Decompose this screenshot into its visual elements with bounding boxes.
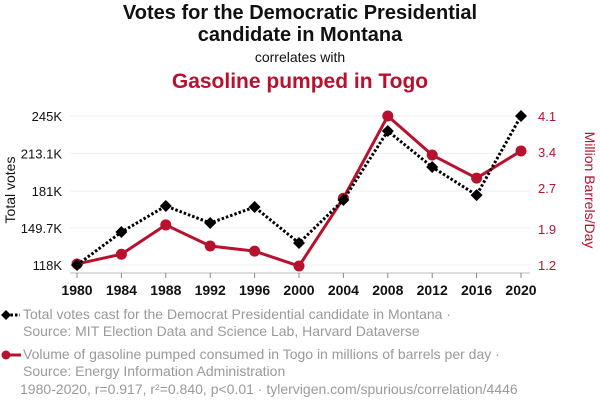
x-tick-label: 2008 (372, 282, 403, 298)
y-right-tick-label: 3.4 (538, 145, 556, 160)
x-tick-label: 2004 (328, 282, 359, 298)
legend-votes-diamond-icon (1, 310, 11, 320)
data-point-gasoline (382, 110, 394, 122)
y-left-tick-label: 213.1K (21, 146, 63, 161)
data-point-gasoline (293, 260, 305, 272)
data-point-votes (204, 216, 217, 229)
x-tick-label: 2000 (283, 282, 314, 298)
data-point-votes (515, 110, 527, 122)
x-tick-label: 1992 (195, 282, 226, 298)
chart-title-2: Gasoline pumped in Togo (171, 70, 429, 93)
data-point-votes (115, 226, 128, 239)
data-point-votes (71, 259, 83, 271)
data-point-gasoline (204, 240, 216, 252)
x-tick-label: 1988 (150, 282, 181, 298)
x-tick-label: 1980 (61, 282, 92, 298)
data-point-gasoline (471, 172, 483, 184)
legend-votes-source: Source: MIT Election Data and Science La… (23, 323, 420, 339)
legend-gasoline-label: Volume of gasoline pumped consumed in To… (23, 346, 500, 362)
y-left-tick-label: 181K (32, 184, 63, 199)
y-left-tick-label: 149.7K (21, 221, 63, 236)
y-left-axis-label: Total votes (2, 157, 18, 224)
y-right-axis-label: Million Barrels/Day (582, 132, 598, 249)
data-point-gasoline (515, 145, 527, 157)
data-point-gasoline (160, 219, 172, 231)
data-point-votes (426, 161, 439, 174)
data-point-votes (381, 125, 394, 138)
chart-title: Votes for the Democratic Presidential ca… (0, 2, 600, 46)
legend-item-votes: Total votes cast for the Democrat Presid… (23, 306, 451, 340)
data-point-gasoline (115, 248, 127, 260)
y-right-tick-label: 2.7 (538, 181, 556, 196)
correlates-label: correlates with (254, 49, 346, 65)
x-tick-label: 2016 (461, 282, 492, 298)
data-point-votes (159, 199, 172, 212)
data-point-gasoline (426, 149, 438, 161)
y-left-tick-label: 245K (32, 109, 63, 124)
legend-item-gasoline: Volume of gasoline pumped consumed in To… (23, 346, 500, 380)
x-tick-label: 2012 (417, 282, 448, 298)
data-point-votes (470, 189, 483, 202)
y-right-tick-label: 1.9 (538, 222, 556, 237)
footer-stats: 1980-2020, r=0.917, r²=0.840, p<0.01 · t… (20, 381, 518, 397)
y-right-tick-label: 4.1 (538, 109, 556, 124)
y-right-tick-label: 1.2 (538, 258, 556, 273)
data-point-votes (293, 237, 305, 250)
y-left-tick-label: 118K (33, 258, 63, 273)
x-tick-label: 1996 (239, 282, 270, 298)
x-tick-label: 2020 (505, 282, 536, 298)
title-line-1: Votes for the Democratic Presidential (122, 2, 478, 24)
legend-votes-label: Total votes cast for the Democrat Presid… (23, 306, 451, 322)
data-point-votes (248, 201, 261, 214)
title-line-2: candidate in Montana (197, 24, 403, 46)
legend-gasoline-circle-icon (1, 350, 11, 360)
legend-gasoline-source: Source: Energy Information Administratio… (23, 363, 286, 379)
data-point-gasoline (249, 245, 261, 257)
x-tick-label: 1984 (106, 282, 137, 298)
data-point-votes (337, 194, 350, 207)
